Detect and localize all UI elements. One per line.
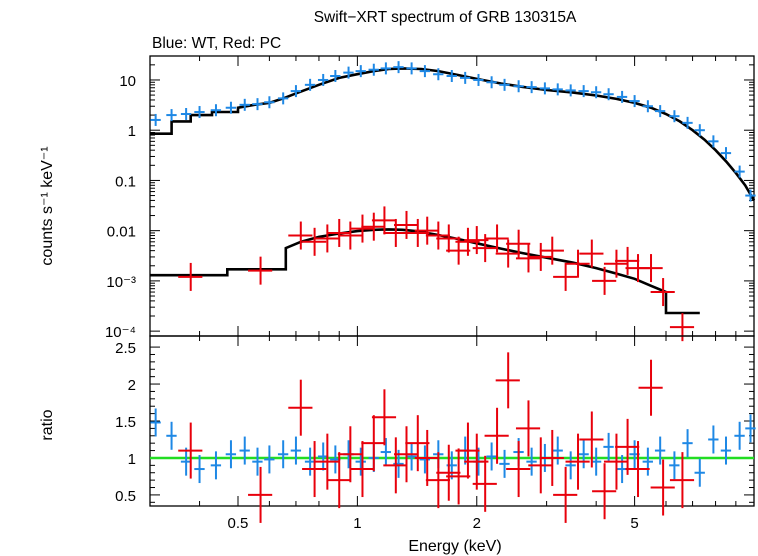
y-tick-label: 1.5 bbox=[115, 414, 136, 431]
y-tick-label: 10 bbox=[119, 73, 136, 90]
y-tick-label: 2 bbox=[128, 377, 136, 394]
bottom-y-axis-label: ratio bbox=[39, 409, 56, 440]
top-y-axis-label: counts s⁻¹ keV⁻¹ bbox=[39, 146, 56, 265]
x-tick-label: 2 bbox=[473, 515, 481, 532]
spectrum-panel: 10 1 0.1 0.01 10⁻³ 10⁻⁴ bbox=[105, 55, 756, 342]
x-axis-label: Energy (keV) bbox=[408, 538, 501, 555]
y-tick-label: 2.5 bbox=[115, 340, 136, 357]
pc-model-line bbox=[150, 228, 700, 315]
x-tick-label: 5 bbox=[630, 515, 638, 532]
y-tick-label: 0.01 bbox=[107, 224, 136, 241]
y-tick-label: 10⁻⁴ bbox=[105, 324, 136, 341]
x-tick-label: 0.5 bbox=[228, 515, 249, 532]
chart-title: Swift−XRT spectrum of GRB 130315A bbox=[314, 9, 577, 26]
wt-model-line bbox=[150, 67, 756, 202]
ratio-panel: 0.5 1 2 5 0.5 1 1.5 2 2.5 bbox=[115, 335, 756, 532]
chart-subtitle: Blue: WT, Red: PC bbox=[152, 35, 281, 52]
y-tick-label: 10⁻³ bbox=[106, 274, 136, 291]
y-tick-label: 1 bbox=[128, 451, 136, 468]
y-tick-label: 0.5 bbox=[115, 488, 136, 505]
y-tick-label: 0.1 bbox=[115, 173, 136, 190]
y-tick-label: 1 bbox=[128, 123, 136, 140]
x-tick-label: 1 bbox=[353, 515, 361, 532]
